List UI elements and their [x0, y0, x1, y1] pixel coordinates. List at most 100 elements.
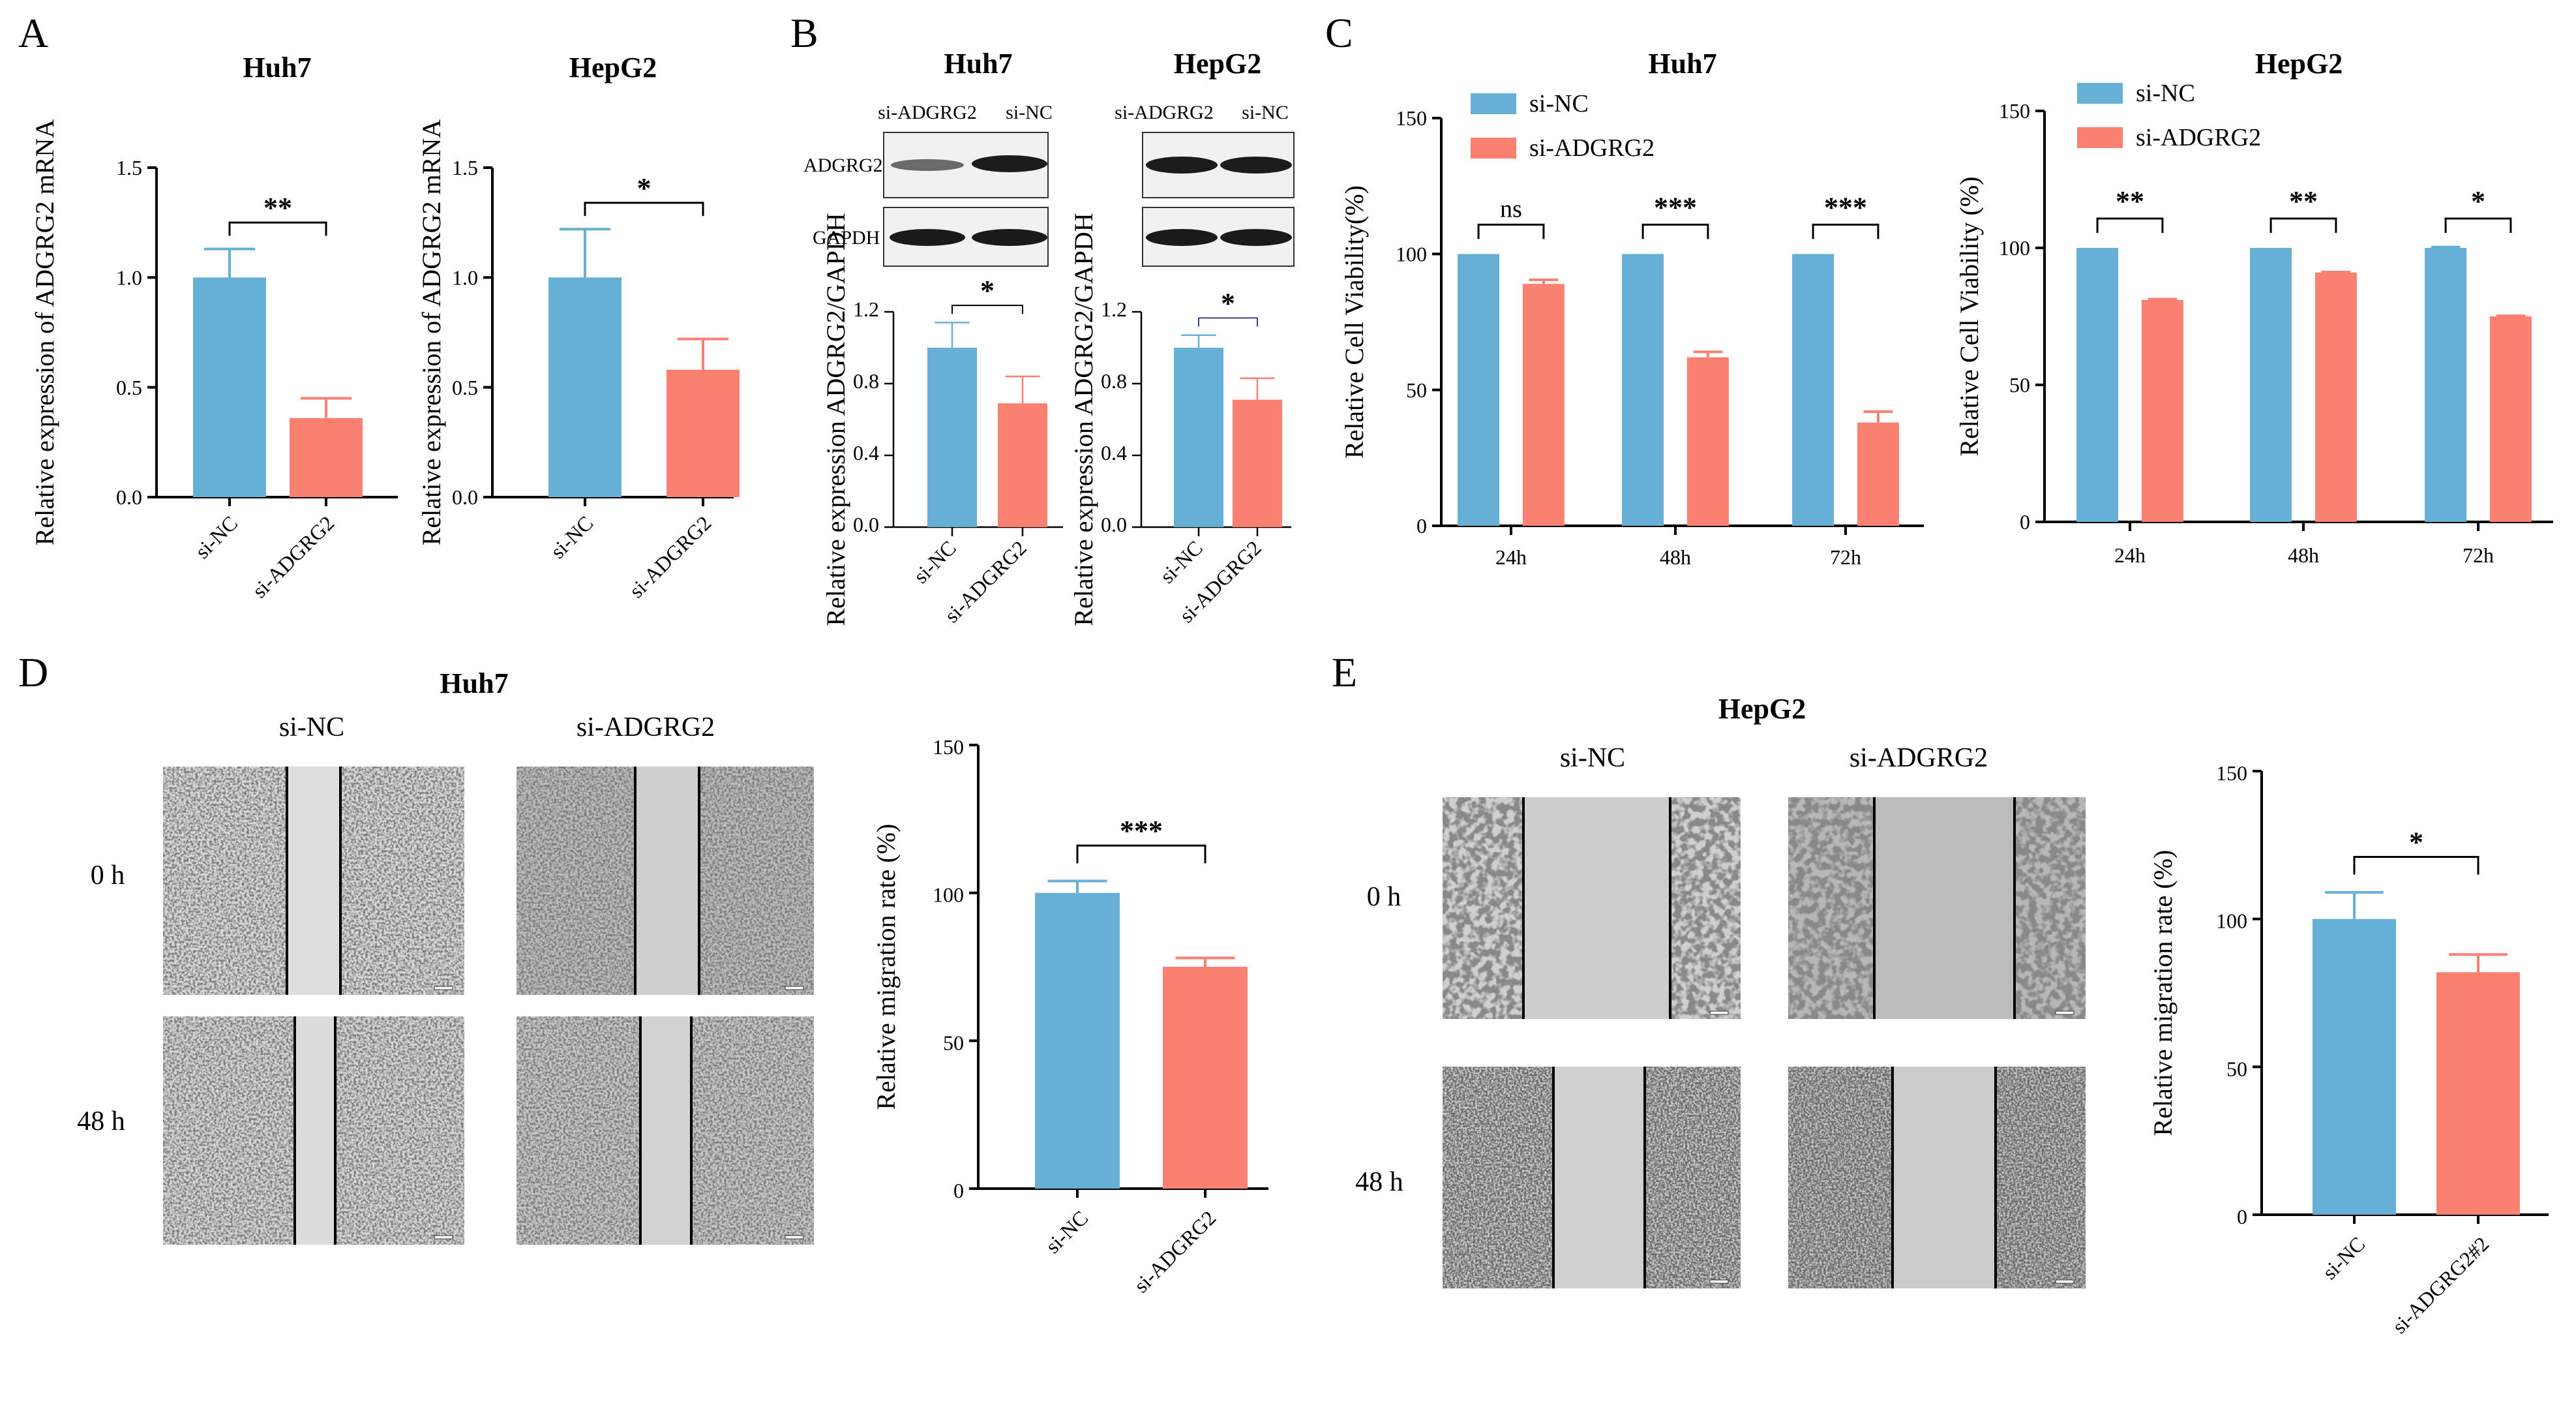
significance-label: **	[263, 192, 292, 224]
lane-label: si-NC	[1006, 102, 1053, 123]
significance-label: ns	[1500, 195, 1522, 222]
significance-bracket	[1198, 317, 1258, 327]
legend-label: si-NC	[1529, 90, 1589, 117]
y-tick-label: 100	[933, 883, 964, 907]
y-tick-label: 1.5	[452, 156, 478, 179]
bar	[1174, 348, 1223, 527]
significance-label: *	[2409, 826, 2423, 858]
x-tick-label: 72h	[1830, 545, 1861, 569]
y-tick-label: 1.0	[116, 266, 142, 290]
y-tick-label: 50	[1406, 378, 1427, 402]
y-tick-label: 0.0	[853, 513, 879, 536]
y-tick-label: 0	[1416, 514, 1427, 538]
band	[1220, 157, 1292, 174]
panel-d-title: Huh7	[440, 667, 508, 699]
significance-label: ***	[1120, 815, 1163, 847]
bar	[998, 403, 1047, 527]
bar	[666, 369, 740, 497]
y-tick-label: 100	[2216, 909, 2247, 933]
y-tick-label: 0.8	[1101, 369, 1127, 393]
bar	[927, 348, 977, 527]
x-tick-label: si-NC	[546, 511, 598, 563]
y-tick-label: 100	[1999, 236, 2030, 260]
significance-label: *	[980, 275, 995, 307]
panel-e-title: HepG2	[1718, 693, 1806, 725]
y-tick-label: 50	[2009, 373, 2030, 397]
panel-letter-e: E	[1332, 649, 1357, 695]
band	[1220, 229, 1292, 246]
bar	[1233, 399, 1282, 527]
significance-bracket	[2353, 855, 2479, 875]
bar	[1458, 254, 1500, 526]
bar	[1857, 422, 1899, 526]
panel-letter-c: C	[1325, 10, 1353, 56]
bar	[1792, 254, 1835, 526]
x-tick-label: 72h	[2463, 543, 2494, 567]
legend-label: si-ADGRG2	[2136, 124, 2261, 151]
scratch-assay-e: HepG2 si-NC si-ADGRG2 0 h 48 h	[1355, 693, 2086, 1288]
y-tick-label: 150	[933, 735, 964, 759]
panel-letter-b: B	[790, 10, 818, 56]
legend-label: si-ADGRG2	[1529, 134, 1655, 162]
band	[1146, 157, 1218, 174]
y-tick-label: 0.0	[116, 485, 142, 509]
significance-bracket	[2269, 217, 2337, 233]
y-tick-label: 0.0	[1101, 513, 1127, 536]
legend-swatch	[1471, 138, 1516, 159]
band	[1146, 229, 1218, 246]
y-axis-label: Relative expression of ADGRG2 mRNA	[30, 119, 59, 545]
x-tick-label: 48h	[1660, 545, 1691, 569]
micrograph	[517, 767, 814, 995]
y-axis-label: Relative Cell Viability (%)	[1954, 177, 1984, 457]
y-tick-label: 150	[2216, 761, 2247, 785]
y-tick-label: 50	[2226, 1057, 2247, 1080]
significance-bracket	[1076, 844, 1206, 864]
chart-title: HepG2	[2255, 48, 2343, 80]
panel-letter-d: D	[18, 649, 48, 695]
row-label: 0 h	[91, 860, 125, 890]
lane-label: si-ADGRG2	[878, 102, 977, 123]
bar	[1622, 254, 1664, 526]
western-blot-panel: Huh7 HepG2 si-ADGRG2 si-NC si-ADGRG2 si-…	[803, 48, 1295, 267]
bar	[2314, 272, 2357, 522]
x-tick-label: si-ADGRG2#2	[2388, 1232, 2493, 1337]
y-tick-label: 0	[2237, 1205, 2247, 1228]
significance-label: *	[2471, 185, 2485, 217]
y-tick-label: 1.2	[1101, 297, 1127, 321]
band	[972, 155, 1047, 172]
x-tick-label: si-NC	[190, 511, 243, 563]
significance-label: ***	[1654, 191, 1697, 223]
row-label: 48 h	[77, 1106, 125, 1136]
bar	[1035, 892, 1120, 1189]
chart-e-migration: 0 50 100 150 Relative migration rate (%) si-N…	[2148, 761, 2549, 1338]
blot-title-hepg2: HepG2	[1174, 48, 1261, 80]
y-tick-label: 0.4	[853, 441, 879, 464]
legend-swatch	[1471, 93, 1516, 114]
bar	[2250, 248, 2292, 522]
y-tick-label: 0	[953, 1179, 964, 1202]
y-tick-label: 1.0	[452, 266, 478, 290]
band	[891, 159, 964, 171]
y-tick-label: 1.5	[116, 156, 142, 179]
chart-a-hepg2-mrna: 0.0 0.5 1.0 1.5 Relative expression of ADGRG…	[417, 52, 740, 602]
chart-title: HepG2	[569, 52, 657, 84]
band	[972, 229, 1047, 246]
y-tick-label: 0.5	[116, 376, 142, 399]
blot-row-label: GAPDH	[813, 227, 880, 249]
significance-label: **	[2116, 185, 2144, 217]
micrograph	[163, 767, 464, 995]
x-tick-label: 24h	[2114, 543, 2146, 567]
significance-bracket	[2444, 217, 2512, 233]
y-tick-label: 0	[2020, 510, 2030, 534]
bar	[2425, 248, 2467, 522]
row-label: 0 h	[1367, 882, 1401, 912]
y-axis-label: Relative migration rate (%)	[2148, 850, 2178, 1136]
bar	[1686, 357, 1729, 526]
y-axis-label: Relative expression ADGRG2/GAPDH	[1069, 213, 1098, 626]
y-axis-label: Relative migration rate (%)	[871, 824, 901, 1110]
significance-label: *	[1221, 287, 1235, 319]
bar	[2076, 248, 2119, 522]
